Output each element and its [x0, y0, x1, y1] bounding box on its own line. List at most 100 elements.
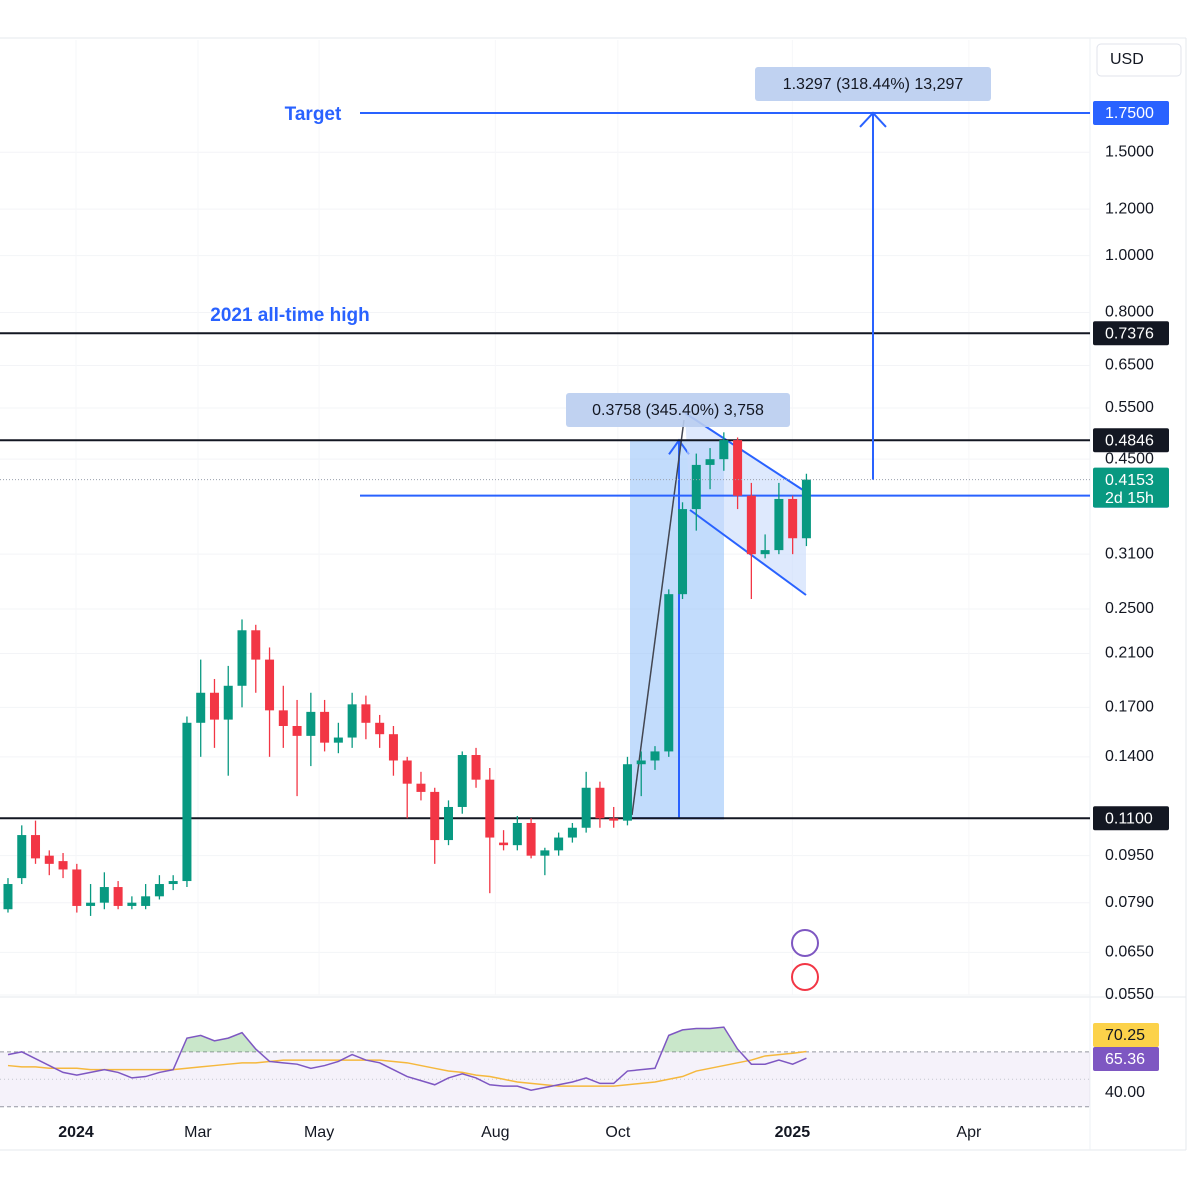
candle-body [265, 659, 275, 711]
candle-body [72, 869, 82, 906]
candle-body [788, 498, 798, 539]
y-tick-label: 0.1700 [1105, 699, 1154, 716]
event-icon[interactable] [791, 929, 819, 957]
candle-body [196, 692, 206, 723]
x-tick-label: Oct [605, 1124, 630, 1141]
y-tick-label: 0.3100 [1105, 545, 1154, 562]
plot-area [0, 40, 1090, 996]
x-tick-label: 2024 [58, 1124, 94, 1141]
candle-body [416, 783, 426, 792]
rsi-label-bg [1093, 1047, 1159, 1071]
level-annotation: Target [285, 104, 342, 125]
level-label-bg [1093, 806, 1169, 831]
level-label: 0.7376 [1105, 325, 1154, 342]
candle-body [471, 755, 481, 780]
countdown-label: 2d 15h [1105, 490, 1154, 507]
candle-body [443, 806, 453, 841]
event-icon[interactable] [791, 963, 819, 991]
candle-body [554, 837, 564, 851]
y-tick-label: 1.2000 [1105, 200, 1154, 217]
y-tick-label: 0.2500 [1105, 600, 1154, 617]
y-tick-label: 0.2100 [1105, 645, 1154, 662]
level-label: 0.1100 [1105, 811, 1153, 828]
last-price-label: 0.4153 [1105, 472, 1154, 489]
candle-body [664, 594, 674, 752]
y-tick-label: 1.5000 [1105, 143, 1154, 160]
candle-body [58, 861, 68, 870]
candle-body [457, 755, 467, 807]
candle-body [526, 822, 536, 856]
candle-body [182, 722, 192, 882]
measure-box [755, 67, 991, 101]
y-tick-label: 0.6500 [1105, 357, 1154, 374]
candle-body [746, 495, 756, 555]
candle-body [595, 787, 605, 819]
level-label-bg [1093, 100, 1169, 125]
candle-body [485, 779, 495, 838]
candle-body [499, 842, 509, 846]
candle-body [650, 751, 660, 761]
candle-body [430, 791, 440, 841]
candle-body [333, 737, 343, 743]
target-arrowhead [859, 111, 887, 128]
candle-body [141, 896, 151, 906]
candle-body [388, 734, 398, 761]
pole-line [631, 419, 685, 816]
candle-body [581, 787, 591, 828]
y-tick-label: 0.1400 [1105, 748, 1154, 765]
candle-body [636, 760, 646, 765]
x-tick-label: Mar [184, 1124, 212, 1141]
candle-body [44, 855, 54, 864]
level-label: 0.4846 [1105, 433, 1154, 450]
y-tick-label: 0.8000 [1105, 304, 1154, 321]
x-tick-label: Apr [956, 1124, 982, 1141]
last-price-bg [1093, 467, 1169, 508]
candle-body [361, 704, 371, 723]
candle-body [251, 630, 261, 660]
candle-body [278, 710, 288, 726]
candle-body [540, 850, 550, 856]
y-tick-label: 0.4500 [1105, 450, 1154, 467]
level-label: 1.7500 [1105, 105, 1154, 122]
candle-body [678, 509, 688, 595]
level-label-bg [1093, 321, 1169, 346]
x-tick-label: May [304, 1124, 334, 1141]
candle-body [705, 459, 715, 465]
candle-body [306, 711, 316, 736]
candle-body [223, 685, 233, 720]
x-tick-label: 2025 [775, 1124, 811, 1141]
candle-body [622, 764, 632, 821]
rsi-label: 65.36 [1105, 1051, 1145, 1068]
currency-box[interactable] [1096, 43, 1182, 77]
level-label-bg [1093, 428, 1169, 453]
candle-body [567, 827, 577, 838]
candle-body [609, 818, 619, 821]
rsi-line [7, 1026, 807, 1092]
candle-body [31, 835, 41, 859]
y-tick-label: 0.0550 [1105, 986, 1154, 1003]
candle-body [168, 881, 178, 885]
x-tick-label: Aug [481, 1124, 509, 1141]
level-annotation: 2021 all-time high [210, 305, 369, 326]
y-tick-label: 0.5500 [1105, 399, 1154, 416]
candle-body [209, 692, 219, 720]
y-tick-label: 1.0000 [1105, 247, 1154, 264]
candle-body [99, 887, 109, 903]
measure-label: 1.3297 (318.44%) 13,297 [783, 76, 964, 93]
measure-label: 0.3758 (345.40%) 3,758 [592, 402, 764, 419]
candle-body [237, 630, 247, 686]
y-tick-label: 0.0950 [1105, 847, 1154, 864]
candle-body [292, 725, 302, 736]
y-tick-label: 0.0650 [1105, 944, 1154, 961]
candle-body [512, 822, 522, 846]
candle-body [691, 464, 701, 510]
candle-body [347, 704, 357, 738]
candle-body [719, 440, 729, 460]
candle-body [3, 884, 13, 910]
candle-body [801, 479, 811, 539]
candle-body [320, 711, 330, 743]
candle-body [17, 835, 27, 879]
rsi-ma-label: 70.25 [1105, 1027, 1145, 1044]
rsi-overbought-fill [7, 1027, 807, 1052]
